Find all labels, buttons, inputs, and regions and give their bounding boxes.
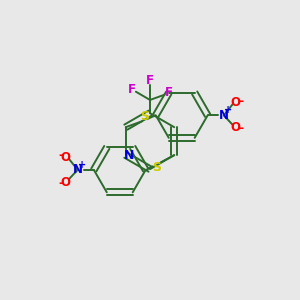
Text: F: F [146, 74, 154, 87]
Text: -: - [58, 177, 63, 190]
Text: F: F [128, 83, 136, 96]
Text: O: O [231, 121, 241, 134]
Text: +: + [224, 105, 232, 115]
Text: N: N [124, 149, 134, 162]
Text: S: S [140, 110, 149, 123]
Text: O: O [61, 176, 71, 189]
Text: N: N [219, 109, 229, 122]
Text: O: O [231, 96, 241, 109]
Text: -: - [58, 149, 63, 162]
Text: O: O [61, 151, 71, 164]
Text: S: S [152, 161, 161, 174]
Text: +: + [78, 160, 86, 170]
Text: -: - [238, 95, 244, 108]
Text: F: F [165, 86, 173, 99]
Text: N: N [73, 164, 82, 176]
Text: -: - [238, 122, 244, 135]
